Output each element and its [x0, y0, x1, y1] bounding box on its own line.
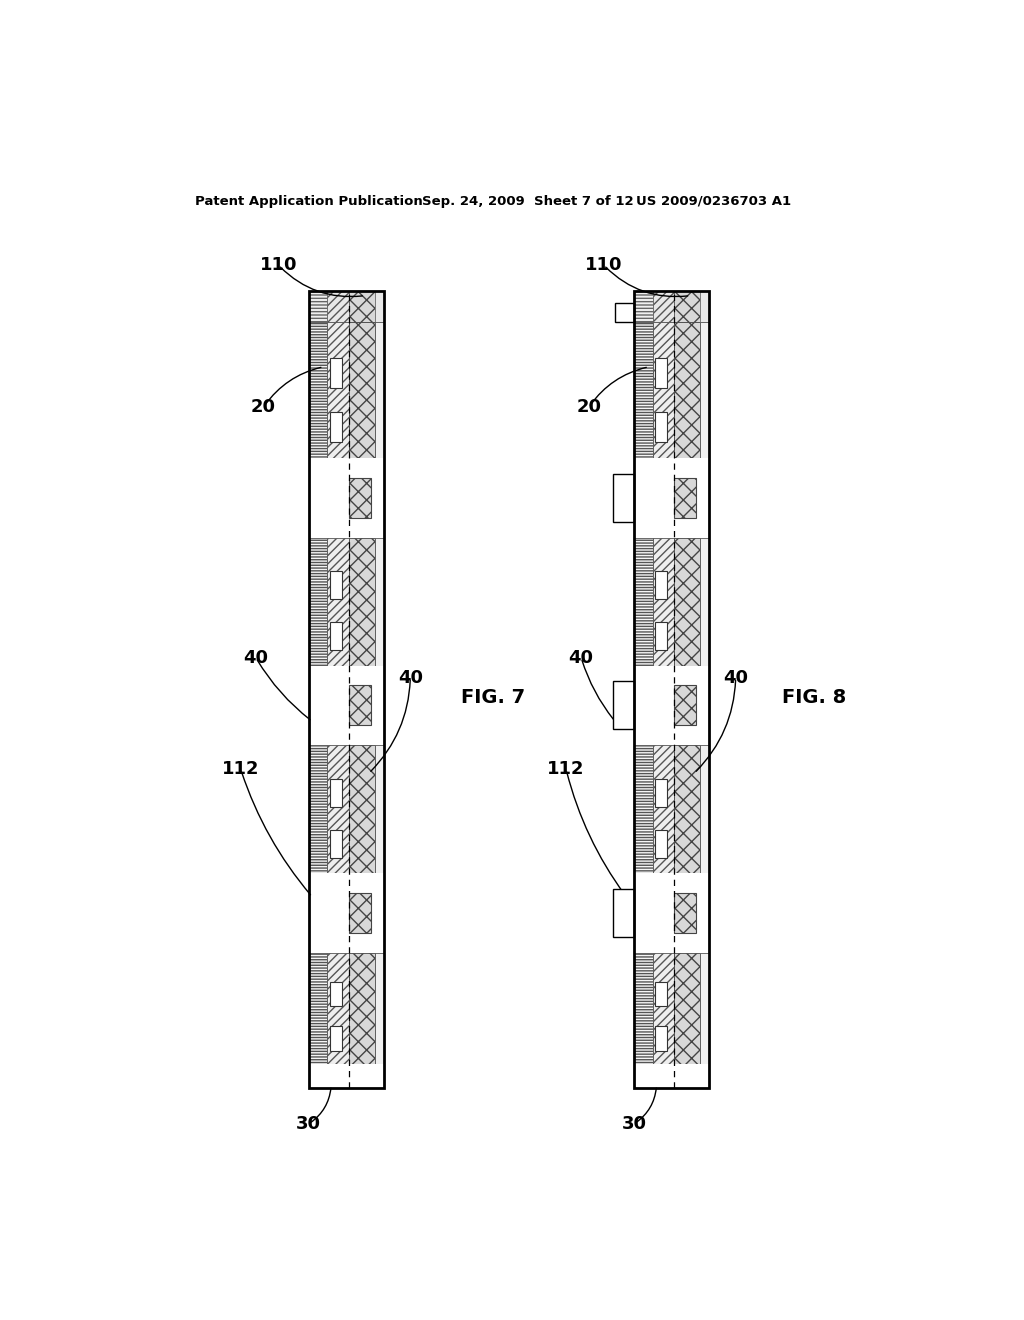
- Bar: [615, 302, 634, 322]
- Bar: [634, 322, 652, 458]
- Bar: [330, 982, 342, 1006]
- Bar: [674, 685, 696, 726]
- Bar: [330, 572, 342, 599]
- Bar: [330, 779, 342, 807]
- Bar: [328, 746, 348, 873]
- Bar: [655, 572, 667, 599]
- Bar: [634, 665, 710, 746]
- Bar: [348, 892, 371, 933]
- Bar: [700, 290, 710, 322]
- Bar: [674, 537, 700, 665]
- Text: 112: 112: [222, 760, 259, 779]
- Bar: [348, 746, 375, 873]
- Text: Patent Application Publication: Patent Application Publication: [196, 194, 423, 207]
- Bar: [330, 358, 342, 388]
- Bar: [674, 746, 700, 873]
- Bar: [634, 1064, 710, 1089]
- Bar: [328, 953, 348, 1064]
- Text: Sep. 24, 2009  Sheet 7 of 12: Sep. 24, 2009 Sheet 7 of 12: [422, 194, 633, 207]
- Bar: [634, 290, 710, 1089]
- Bar: [655, 779, 667, 807]
- Bar: [308, 537, 328, 665]
- Bar: [375, 953, 384, 1064]
- Bar: [634, 537, 652, 665]
- Bar: [674, 478, 696, 517]
- Text: 20: 20: [251, 399, 275, 416]
- Text: 110: 110: [260, 256, 297, 275]
- Text: 110: 110: [585, 256, 623, 275]
- Bar: [328, 322, 348, 458]
- Bar: [330, 412, 342, 442]
- Bar: [655, 829, 667, 858]
- Bar: [308, 290, 384, 1089]
- Bar: [375, 322, 384, 458]
- Bar: [652, 322, 674, 458]
- Text: US 2009/0236703 A1: US 2009/0236703 A1: [636, 194, 791, 207]
- Bar: [655, 982, 667, 1006]
- Bar: [634, 458, 710, 537]
- Bar: [348, 290, 375, 322]
- Bar: [634, 290, 710, 1089]
- Text: 30: 30: [296, 1115, 322, 1133]
- Bar: [308, 1064, 384, 1089]
- Text: 40: 40: [397, 668, 423, 686]
- Bar: [348, 478, 371, 517]
- Bar: [330, 622, 342, 651]
- Bar: [613, 681, 634, 730]
- Bar: [308, 665, 384, 746]
- Bar: [655, 622, 667, 651]
- Bar: [700, 322, 710, 458]
- Bar: [375, 290, 384, 322]
- Bar: [655, 1027, 667, 1051]
- Bar: [652, 953, 674, 1064]
- Bar: [308, 322, 328, 458]
- Bar: [634, 953, 652, 1064]
- Bar: [674, 953, 700, 1064]
- Bar: [674, 290, 700, 322]
- Bar: [700, 746, 710, 873]
- Bar: [655, 358, 667, 388]
- Bar: [613, 888, 634, 937]
- Text: 112: 112: [547, 760, 585, 779]
- Bar: [674, 892, 696, 933]
- Bar: [375, 746, 384, 873]
- Bar: [613, 474, 634, 521]
- Bar: [634, 290, 652, 322]
- Bar: [634, 746, 652, 873]
- Bar: [328, 290, 348, 322]
- Bar: [674, 322, 700, 458]
- Bar: [652, 290, 674, 322]
- Bar: [375, 537, 384, 665]
- Bar: [634, 873, 710, 953]
- Bar: [308, 873, 384, 953]
- Bar: [655, 412, 667, 442]
- Bar: [308, 458, 384, 537]
- Text: 40: 40: [244, 648, 268, 667]
- Bar: [700, 537, 710, 665]
- Text: FIG. 8: FIG. 8: [782, 688, 847, 706]
- Text: FIG. 7: FIG. 7: [461, 688, 525, 706]
- Bar: [308, 746, 328, 873]
- Bar: [700, 953, 710, 1064]
- Bar: [348, 537, 375, 665]
- Bar: [348, 685, 371, 726]
- Bar: [652, 537, 674, 665]
- Bar: [652, 746, 674, 873]
- Text: 20: 20: [577, 399, 601, 416]
- Bar: [330, 829, 342, 858]
- Bar: [348, 953, 375, 1064]
- Text: 30: 30: [622, 1115, 646, 1133]
- Bar: [328, 537, 348, 665]
- Bar: [308, 290, 384, 1089]
- Bar: [348, 322, 375, 458]
- Bar: [308, 290, 328, 322]
- Text: 40: 40: [723, 668, 749, 686]
- Bar: [330, 1027, 342, 1051]
- Bar: [308, 953, 328, 1064]
- Text: 40: 40: [568, 648, 594, 667]
